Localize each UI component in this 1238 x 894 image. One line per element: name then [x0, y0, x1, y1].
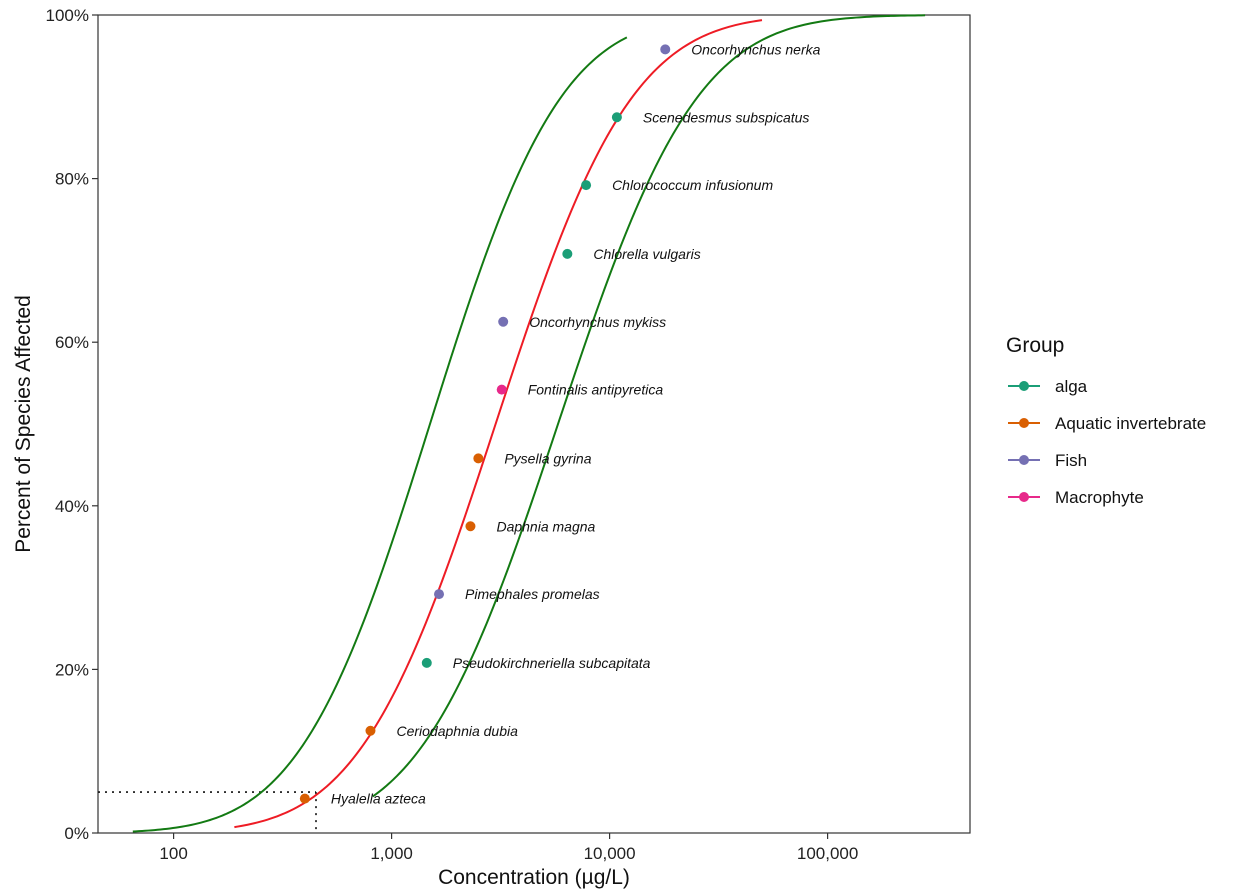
species-point: [562, 248, 573, 259]
species-points: [299, 44, 671, 804]
y-tick-label: 100%: [46, 6, 89, 25]
y-tick-label: 20%: [55, 660, 89, 679]
legend-key-dot: [1019, 418, 1029, 428]
x-tick-label: 1,000: [370, 844, 413, 863]
y-tick-label: 40%: [55, 497, 89, 516]
curve-lower-bound: [132, 36, 628, 833]
species-point: [434, 589, 445, 600]
x-tick-label: 100,000: [797, 844, 858, 863]
species-label: Oncorhynchus nerka: [691, 41, 820, 57]
species-point: [496, 384, 507, 395]
species-label: Hyalella azteca: [331, 791, 426, 807]
curve-upper-bound: [372, 14, 926, 798]
x-axis-title: Concentration (µg/L): [438, 866, 630, 889]
plot-panel: [97, 14, 971, 834]
species-label: Daphnia magna: [496, 518, 595, 534]
legend-label: Aquatic invertebrate: [1055, 414, 1206, 433]
species-label: Fontinalis antipyretica: [528, 382, 664, 398]
species-point: [498, 316, 509, 327]
y-tick-label: 60%: [55, 333, 89, 352]
x-tick-label: 10,000: [584, 844, 636, 863]
y-tick-label: 0%: [64, 824, 89, 843]
legend-label: Fish: [1055, 451, 1087, 470]
species-point: [421, 657, 432, 668]
species-point: [660, 44, 671, 55]
species-point: [465, 521, 476, 532]
species-label: Pseudokirchneriella subcapitata: [453, 655, 651, 671]
species-point: [365, 725, 376, 736]
x-tick-label: 100: [159, 844, 187, 863]
legend-key-dot: [1019, 492, 1029, 502]
legend-entries: alga Aquatic invertebrate Fish Macrophyte: [1008, 377, 1206, 507]
x-axis: 100 1,000 10,000 100,000: [159, 833, 858, 863]
species-label: Pysella gyrina: [504, 450, 591, 466]
species-label: Oncorhynchus mykiss: [529, 314, 666, 330]
species-label: Scenedesmus subspicatus: [643, 109, 810, 125]
species-point: [611, 112, 622, 123]
distribution-curves: [132, 14, 926, 833]
legend-label: Macrophyte: [1055, 488, 1144, 507]
species-point: [581, 180, 592, 191]
species-point: [473, 453, 484, 464]
legend-key-dot: [1019, 381, 1029, 391]
legend-title: Group: [1006, 334, 1064, 357]
legend: Group alga Aquatic invertebrate Fish Macrop…: [1006, 334, 1206, 507]
y-tick-label: 80%: [55, 170, 89, 189]
hc5-reference-lines: [98, 791, 317, 833]
legend-label: alga: [1055, 377, 1088, 396]
species-label: Pimephales promelas: [465, 586, 600, 602]
species-label: Chlorella vulgaris: [593, 246, 700, 262]
species-labels: Hyalella azteca Ceriodaphnia dubia Pseudok…: [331, 41, 821, 806]
legend-key-dot: [1019, 455, 1029, 465]
curve-fitted: [234, 19, 763, 829]
species-label: Ceriodaphnia dubia: [396, 723, 518, 739]
y-axis-title: Percent of Species Affected: [12, 295, 35, 553]
species-label: Chlorococcum infusionum: [612, 177, 773, 193]
y-axis: 0% 20% 40% 60% 80% 100%: [46, 6, 98, 843]
species-point: [299, 793, 310, 804]
